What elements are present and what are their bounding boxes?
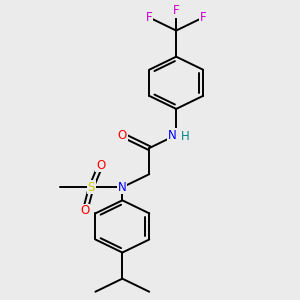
Text: O: O: [96, 159, 105, 172]
Text: N: N: [167, 128, 176, 142]
Text: S: S: [88, 181, 95, 194]
Text: O: O: [80, 204, 90, 217]
Text: O: O: [118, 128, 127, 142]
Text: H: H: [181, 130, 190, 143]
Text: F: F: [146, 11, 153, 24]
Text: N: N: [118, 181, 127, 194]
Text: F: F: [200, 11, 206, 24]
Text: F: F: [173, 4, 179, 17]
